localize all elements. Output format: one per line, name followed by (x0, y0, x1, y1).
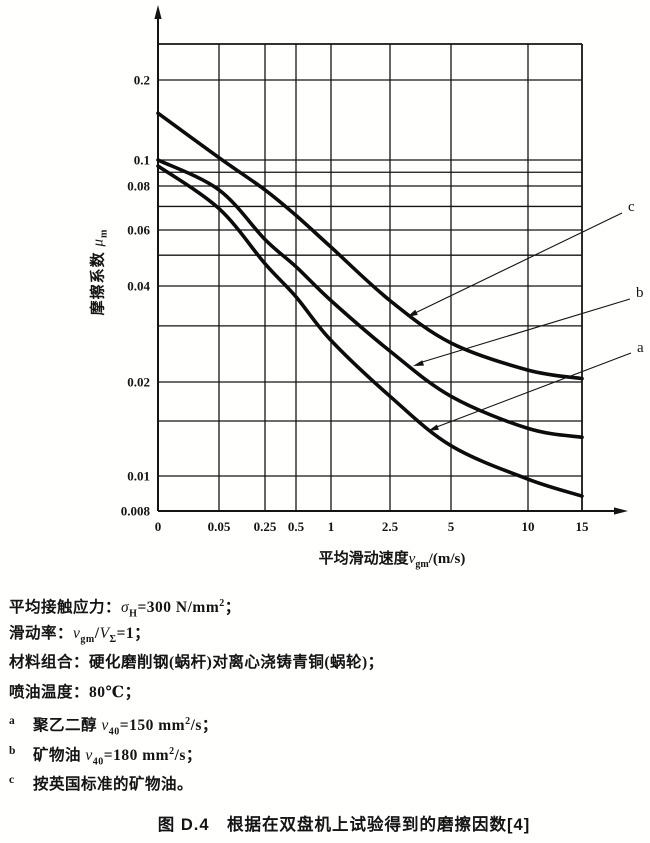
note-text: 材料组合：硬化磨削钢(蜗杆)对离心浇铸青铜(蜗轮)； (9, 654, 384, 671)
note-text: /s； (190, 717, 218, 735)
x-tick-label: 2.5 (382, 519, 399, 534)
note-text: 2 (169, 745, 175, 757)
y-tick-label: 0.1 (134, 153, 150, 168)
y-tick-label: 0.008 (121, 504, 151, 519)
leader-arrowhead-b (413, 360, 424, 366)
y-axis-symbol: μ (90, 238, 107, 247)
curve-label-c: c (628, 199, 635, 215)
note-text: 喷油温度：80℃； (9, 683, 141, 701)
y-axis-arrowhead (154, 5, 162, 19)
note-text: =180 mm (103, 746, 170, 764)
note-text: 聚乙二醇 (33, 717, 102, 735)
x-axis-title-text: 平均滑动速度 (318, 551, 409, 567)
curve-label-b: b (636, 285, 644, 301)
x-tick-label: 0.25 (254, 519, 277, 534)
note-text: ν (101, 717, 109, 735)
note-text: gm (80, 633, 95, 645)
condition-note-line: c 按英国标准的矿物油。 (9, 766, 644, 796)
condition-note-line: 喷油温度：80℃； (9, 678, 644, 708)
note-text: /s； (174, 746, 202, 764)
note-text: 平均接触应力： (9, 599, 122, 617)
note-text: Σ (109, 633, 117, 645)
x-tick-label: 5 (448, 519, 455, 534)
condition-note-line: 滑动率：vgm/VΣ=1； (9, 619, 644, 649)
y-axis-title-text: 摩擦系数 (90, 246, 107, 316)
plot-svg: a b c 0.2 0.1 0.08 0.06 0.04 0.02 0.01 0.008 0 0.05 0… (121, 5, 644, 534)
x-axis-title: 平均滑动速度vgm/(m/s) (319, 547, 466, 570)
note-text: 40 (92, 755, 104, 767)
condition-note-line: 材料组合：硬化磨削钢(蜗杆)对离心浇铸青铜(蜗轮)； (9, 648, 644, 678)
note-marker: b (9, 744, 16, 757)
leader-arrowhead-c (407, 309, 418, 317)
note-marker: a (9, 715, 16, 727)
note-text: =150 mm (119, 717, 186, 735)
leader-line-b (418, 298, 631, 364)
curve-label-a: a (637, 340, 644, 356)
curve-a (156, 164, 584, 498)
leader-line-c (412, 212, 623, 315)
x-tick-label: 0.05 (208, 519, 231, 534)
note-marker: c (9, 774, 15, 786)
note-text: H (129, 608, 138, 620)
y-tick-label: 0.02 (127, 375, 150, 390)
note-text: v (73, 624, 81, 642)
note-text: 2 (185, 716, 191, 727)
note-text: V (99, 624, 110, 642)
y-tick-label: 0.04 (127, 279, 150, 294)
note-text: =1； (116, 624, 151, 642)
condition-note-line: b 矿物油 ν40=180 mm2/s； (9, 737, 644, 767)
note-text: 滑动率： (9, 624, 74, 642)
x-tick-label: 0 (155, 519, 162, 534)
condition-note-line: 平均接触应力：σH=300 N/mm2； (9, 589, 644, 619)
note-text: / (94, 624, 100, 642)
test-conditions-notes: 平均接触应力：σH=300 N/mm2； 滑动率：vgm/VΣ=1； 材料组合：硬化… (9, 589, 644, 796)
x-tick-label: 10 (522, 519, 535, 534)
y-axis-symbol-subscript: m (98, 228, 110, 239)
note-text: 2 (219, 598, 225, 609)
note-text: =300 N/mm (137, 599, 220, 617)
x-axis-symbol-subscript: gm (415, 559, 429, 570)
x-axis-symbol: v (408, 551, 416, 567)
leader-line-a (433, 352, 632, 429)
x-tick-label: 0.5 (288, 519, 305, 534)
y-tick-label: 0.06 (127, 223, 150, 238)
note-text: σ (121, 599, 130, 617)
x-axis-unit: /(m/s) (428, 551, 466, 567)
curve-c (156, 111, 584, 381)
figure-caption: 图 D.4 根据在双盘机上试验得到的磨擦因数[4] (157, 816, 531, 834)
leader-arrowhead-a (428, 424, 439, 431)
friction-coefficient-chart: a b c 0.2 0.1 0.08 0.06 0.04 0.02 0.01 0.008 0 0.05 0… (87, 5, 644, 570)
note-text: ν (85, 746, 93, 764)
note-text: ； (224, 599, 241, 617)
x-tick-label: 15 (576, 519, 590, 534)
x-tick-label: 1 (328, 519, 335, 534)
x-axis-arrowhead (614, 507, 628, 515)
condition-note-line: a 聚乙二醇 ν40=150 mm2/s； (9, 707, 644, 737)
curve-b (156, 158, 584, 440)
note-text: 按英国标准的矿物油。 (33, 776, 194, 794)
note-text: 矿物油 (33, 746, 86, 764)
y-axis-title: 摩擦系数 μm (87, 229, 110, 316)
y-tick-label: 0.08 (127, 179, 150, 194)
y-tick-label: 0.01 (127, 469, 150, 484)
note-text: 40 (108, 726, 120, 738)
y-tick-label: 0.2 (134, 73, 150, 88)
